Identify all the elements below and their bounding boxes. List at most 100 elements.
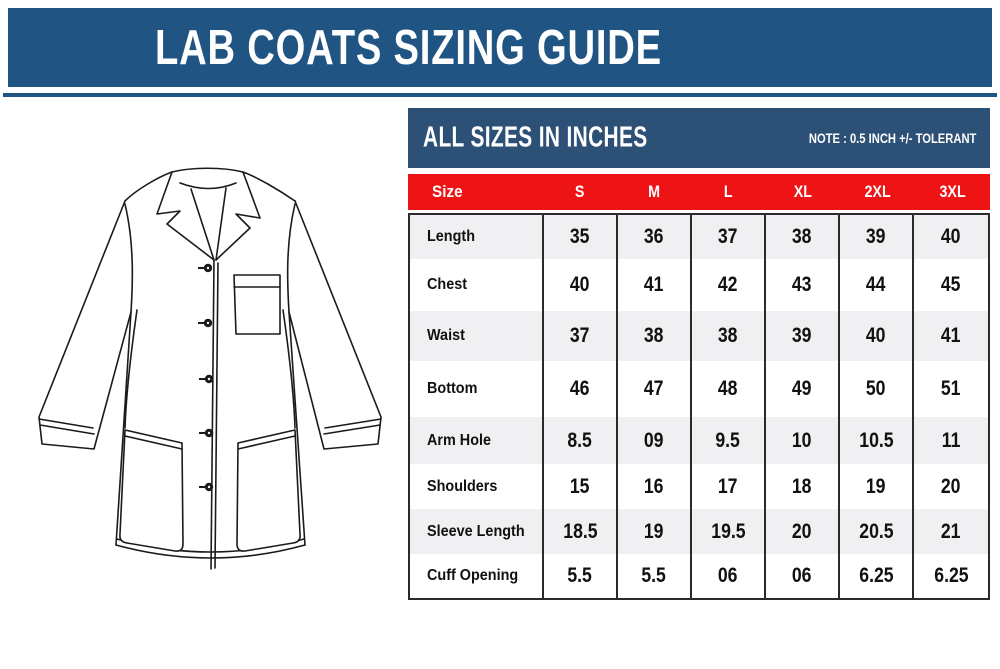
- measurement-value: 16: [618, 464, 692, 509]
- measurement-value-text: 39: [866, 225, 886, 248]
- table-title: ALL SIZES IN INCHES: [423, 121, 648, 154]
- measurement-value-text: 19.5: [710, 519, 746, 543]
- measurement-value-text: 5.5: [567, 564, 593, 587]
- row-label: Shoulders: [410, 464, 544, 509]
- measurement-value-text: 41: [644, 273, 664, 296]
- measurement-value: 45: [914, 259, 988, 311]
- table-header-bar: ALL SIZES IN INCHES NOTE : 0.5 INCH +/- …: [408, 108, 990, 168]
- size-column-header-text: Size: [432, 182, 463, 201]
- measurement-value-text: 6.25: [933, 564, 969, 587]
- size-header-2xl: 2XL: [841, 174, 916, 210]
- measurement-value: 06: [766, 554, 840, 598]
- measurement-value-text: 19: [866, 474, 886, 498]
- sizing-table: ALL SIZES IN INCHES NOTE : 0.5 INCH +/- …: [408, 108, 990, 600]
- measurement-value: 09: [618, 417, 692, 464]
- row-label-text: Chest: [427, 276, 468, 293]
- measurement-value-text: 5.5: [641, 564, 667, 587]
- measurement-value: 48: [692, 361, 766, 417]
- size-header-xl-text: XL: [794, 182, 813, 201]
- measurement-value-text: 51: [941, 377, 961, 400]
- measurement-value-text: 37: [570, 324, 590, 347]
- size-header-3xl-text: 3XL: [939, 182, 966, 201]
- measurement-value: 8.5: [544, 417, 618, 464]
- measurement-value: 18: [766, 464, 840, 509]
- measurement-value-text: 6.25: [858, 564, 894, 587]
- chest-pocket: [233, 274, 281, 335]
- size-header-2xl-text: 2XL: [864, 182, 892, 201]
- row-label: Cuff Opening: [410, 554, 544, 598]
- measurement-value: 18.5: [544, 509, 618, 554]
- measurement-value-text: 40: [866, 324, 886, 347]
- measurement-value: 38: [692, 311, 766, 361]
- row-label: Chest: [410, 259, 544, 311]
- measurement-value-text: 38: [792, 225, 812, 248]
- coat-outline: [38, 167, 382, 570]
- measurement-value-text: 49: [792, 377, 812, 400]
- measurement-value-text: 37: [718, 225, 738, 248]
- measurement-value: 19: [618, 509, 692, 554]
- measurement-value: 36: [618, 215, 692, 259]
- measurement-value: 40: [914, 215, 988, 259]
- measurement-value: 43: [766, 259, 840, 311]
- measurement-value-text: 36: [644, 225, 664, 248]
- measurement-value: 51: [914, 361, 988, 417]
- measurement-value-text: 48: [718, 377, 738, 400]
- measurement-value-text: 41: [941, 324, 961, 347]
- measurement-value-text: 09: [644, 428, 664, 452]
- row-label: Length: [410, 215, 544, 259]
- lab-coat-illustration: [20, 160, 400, 580]
- measurement-value-text: 46: [570, 377, 590, 400]
- size-header-l: L: [691, 174, 766, 210]
- measurement-value-text: 11: [941, 428, 961, 452]
- row-label-text: Sleeve Length: [427, 522, 525, 540]
- measurement-value: 38: [618, 311, 692, 361]
- measurement-value-text: 38: [644, 324, 664, 347]
- measurement-value: 20.5: [840, 509, 914, 554]
- button-icon: [207, 485, 211, 489]
- row-label-text: Arm Hole: [427, 431, 492, 449]
- row-label-text: Bottom: [427, 380, 478, 397]
- size-header-s-text: S: [574, 182, 585, 201]
- row-label-text: Cuff Opening: [427, 567, 519, 584]
- right-lapel: [215, 171, 261, 261]
- size-header-row: Size S M L XL 2XL 3XL: [408, 174, 990, 210]
- coat-buttons: [198, 263, 214, 492]
- size-header-l-text: L: [724, 182, 734, 201]
- title-banner: LAB COATS SIZING GUIDE: [8, 8, 992, 87]
- measurement-value: 06: [692, 554, 766, 598]
- size-header-xl: XL: [766, 174, 841, 210]
- measurement-value-text: 38: [718, 324, 738, 347]
- measurement-value-text: 19: [644, 519, 664, 543]
- measurement-value: 17: [692, 464, 766, 509]
- measurement-value: 10: [766, 417, 840, 464]
- measurement-value-text: 9.5: [715, 428, 741, 452]
- measurement-value: 39: [766, 311, 840, 361]
- row-label-text: Shoulders: [427, 477, 498, 495]
- table-row: Cuff Opening 5.5 5.5 06 06 6.25 6.25: [410, 554, 988, 598]
- measurement-value-text: 8.5: [567, 428, 593, 452]
- lab-coat-drawing: [38, 167, 382, 570]
- measurement-value: 5.5: [618, 554, 692, 598]
- measurement-value: 38: [766, 215, 840, 259]
- measurement-value-text: 39: [792, 324, 812, 347]
- measurement-value: 10.5: [840, 417, 914, 464]
- size-header-s: S: [542, 174, 617, 210]
- row-label-text: Waist: [427, 327, 465, 344]
- measurement-value-text: 20: [792, 519, 812, 543]
- row-label: Sleeve Length: [410, 509, 544, 554]
- table-row: Arm Hole 8.5 09 9.5 10 10.5 11: [410, 417, 988, 464]
- size-header-3xl: 3XL: [915, 174, 990, 210]
- table-row: Length 35 36 37 38 39 40: [410, 215, 988, 259]
- measurement-value: 35: [544, 215, 618, 259]
- measurement-value: 41: [618, 259, 692, 311]
- button-icon: [207, 377, 211, 381]
- left-lapel: [156, 171, 215, 261]
- measurement-value: 42: [692, 259, 766, 311]
- measurement-value: 19.5: [692, 509, 766, 554]
- banner-divider: [3, 93, 997, 97]
- measurement-value-text: 06: [792, 564, 812, 587]
- measurement-value: 19: [840, 464, 914, 509]
- measurement-value-text: 42: [718, 273, 738, 296]
- size-header-m-text: M: [648, 182, 660, 201]
